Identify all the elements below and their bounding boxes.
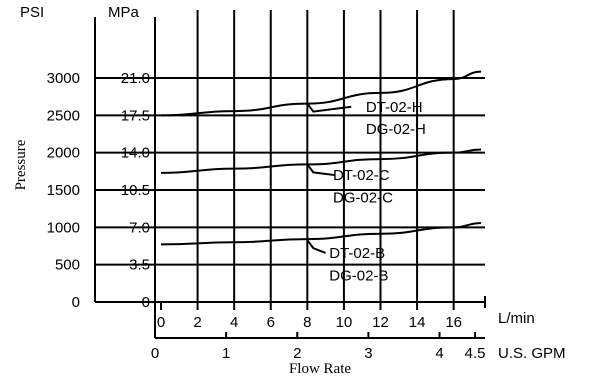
axes: [94, 17, 486, 339]
psi-unit-label: PSI: [20, 4, 44, 21]
lmin-tick-label: 6: [267, 314, 275, 331]
gpm-tick-label: 1: [222, 345, 230, 362]
gpm-tick-label: 2: [293, 345, 301, 362]
series-curve: [160, 222, 482, 246]
lmin-tick-label: 10: [336, 314, 353, 331]
series-label: DG-02-B: [329, 267, 388, 284]
gpm-tick-label: 3: [364, 345, 372, 362]
gpm-tick-label: 0: [151, 345, 159, 362]
psi-tick-label: 3000: [47, 70, 80, 87]
psi-tick-label: 0: [72, 294, 80, 311]
mpa-unit-label: MPa: [108, 4, 140, 21]
lmin-tick-label: 12: [372, 314, 389, 331]
lmin-tick-label: 16: [445, 314, 462, 331]
mpa-tick-label: 14.0: [121, 145, 150, 162]
psi-tick-label: 1500: [47, 182, 80, 199]
mpa-tick-label: 17.5: [121, 107, 150, 124]
psi-tick-label: 2500: [47, 107, 80, 124]
mpa-tick-label: 21.0: [121, 70, 150, 87]
series-leader-line: [306, 239, 326, 254]
gpm-tick-label: 4.5: [465, 345, 486, 362]
series-curve: [160, 70, 482, 117]
lmin-tick-label: 14: [409, 314, 426, 331]
mpa-tick-label: 7.0: [129, 219, 150, 236]
lmin-tick-label: 0: [157, 314, 165, 331]
psi-tick-label: 2000: [47, 145, 80, 162]
lmin-tick-label: 8: [303, 314, 311, 331]
series-label: DT-02-C: [333, 167, 390, 184]
labels-layer: PSI MPa L/min U.S. GPM Flow Rate Pressur…: [13, 4, 566, 377]
mpa-tick-label: 0: [142, 294, 150, 311]
lmin-unit-label: L/min: [498, 310, 535, 327]
y-axis-title: Pressure: [13, 139, 29, 190]
x-axis-title: Flow Rate: [289, 361, 351, 377]
gpm-unit-label: U.S. GPM: [498, 345, 566, 362]
psi-tick-label: 500: [55, 257, 80, 274]
psi-tick-label: 1000: [47, 219, 80, 236]
mpa-tick-label: 3.5: [129, 257, 150, 274]
gpm-tick-label: 4: [435, 345, 443, 362]
grid: [95, 10, 485, 302]
series-label: DT-02-H: [366, 99, 423, 116]
lmin-tick-label: 4: [230, 314, 238, 331]
series-curve: [160, 148, 482, 174]
series-layer: [160, 70, 482, 254]
series-label: DG-02-C: [333, 189, 393, 206]
series-leader-line: [306, 103, 352, 113]
lmin-tick-label: 2: [193, 314, 201, 331]
series-leader-line: [306, 163, 335, 177]
series-label: DG-02-H: [366, 121, 426, 138]
series-label: DT-02-B: [329, 245, 385, 262]
mpa-tick-label: 10.5: [121, 182, 150, 199]
